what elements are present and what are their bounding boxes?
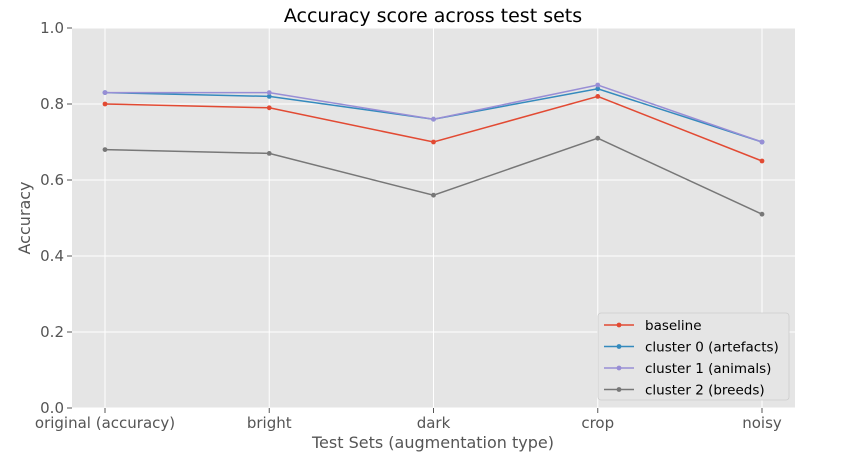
data-point-baseline	[431, 139, 436, 145]
data-point-cluster-1-animals	[759, 139, 765, 145]
data-point-cluster-2-breeds	[759, 211, 765, 217]
data-point-cluster-1-animals	[431, 116, 436, 122]
data-point-baseline	[102, 101, 108, 107]
chart-title: Accuracy score across test sets	[284, 5, 582, 27]
data-point-cluster-1-animals	[595, 82, 601, 88]
data-point-cluster-0-artefacts	[266, 94, 272, 99]
data-point-cluster-2-breeds	[102, 147, 108, 153]
legend-label: cluster 2 (breeds)	[645, 383, 765, 399]
x-ticks: original (accuracy) bright dark crop noisy	[35, 408, 782, 432]
y-axis-label: Accuracy	[15, 181, 34, 254]
data-point-cluster-2-breeds	[595, 135, 601, 141]
x-tick-label: noisy	[742, 414, 782, 432]
legend-box	[597, 312, 790, 401]
y-tick-label: 0.2	[40, 323, 64, 341]
y-ticks: 0.0 0.2 0.4 0.6 0.8 1.0	[40, 19, 72, 417]
data-point-baseline	[595, 94, 601, 99]
legend-marker	[616, 322, 622, 328]
x-tick-label: dark	[417, 414, 451, 432]
legend-label: cluster 0 (artefacts)	[645, 340, 779, 356]
y-tick-label: 0.6	[40, 171, 64, 189]
x-tick-label: original (accuracy)	[35, 414, 175, 432]
y-tick-label: 0.0	[40, 399, 64, 417]
data-point-cluster-0-artefacts	[595, 86, 601, 92]
data-point-cluster-2-breeds	[431, 192, 436, 198]
legend: baseline cluster 0 (artefacts) cluster 1 (…	[597, 312, 790, 401]
legend-marker	[616, 365, 622, 371]
legend-label: baseline	[645, 318, 702, 334]
legend-marker	[616, 387, 622, 392]
y-tick-label: 1.0	[40, 19, 64, 37]
data-point-cluster-2-breeds	[266, 151, 272, 156]
y-tick-label: 0.8	[40, 95, 64, 113]
x-axis-label: Test Sets (augmentation type)	[311, 433, 554, 452]
x-tick-label: crop	[581, 414, 614, 432]
legend-label: cluster 1 (animals)	[645, 361, 771, 377]
data-point-baseline	[266, 105, 272, 111]
y-tick-label: 0.4	[40, 247, 64, 265]
data-point-cluster-1-animals	[102, 90, 108, 95]
data-point-cluster-1-animals	[266, 90, 272, 95]
legend-marker	[616, 344, 622, 349]
data-point-baseline	[759, 158, 765, 164]
series-layer	[102, 82, 765, 217]
x-tick-label: bright	[247, 414, 292, 432]
